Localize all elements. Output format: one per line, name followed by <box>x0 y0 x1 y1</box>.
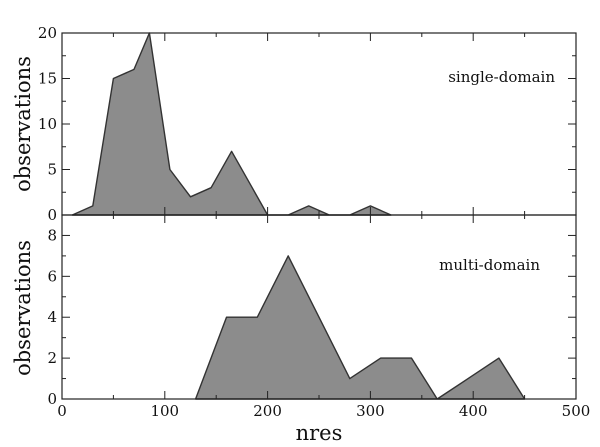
panel-label-single-domain: single-domain <box>448 68 555 86</box>
x-tick-label: 100 <box>150 402 179 420</box>
x-tick-label: 200 <box>253 402 282 420</box>
y-axis-ticks-bottom: 0 2 4 6 8 <box>47 214 576 408</box>
x-axis-tick-labels: 0 100 200 300 400 500 <box>57 402 590 420</box>
y-axis-ticks-top: 0 5 10 15 20 <box>38 24 576 224</box>
y-tick-label: 2 <box>47 349 57 367</box>
y-tick-label: 0 <box>47 390 57 408</box>
x-tick-label: 500 <box>562 402 591 420</box>
y-tick-label: 10 <box>38 115 57 133</box>
panel-multi-domain: 0 2 4 6 8 multi-domain observations <box>11 214 577 408</box>
y-tick-label: 8 <box>47 226 57 244</box>
x-tick-label: 0 <box>57 402 67 420</box>
y-tick-label: 15 <box>38 70 57 88</box>
panel-single-domain: 0 5 10 15 20 single-domain observations <box>11 24 577 224</box>
y-axis-title-bottom: observations <box>11 240 35 376</box>
x-tick-label: 400 <box>459 402 488 420</box>
y-tick-label: 4 <box>47 308 57 326</box>
y-tick-label: 6 <box>47 267 57 285</box>
y-axis-title-top: observations <box>11 56 35 192</box>
x-axis-ticks-top <box>61 33 577 215</box>
y-tick-label: 5 <box>47 161 57 179</box>
area-series-single-domain <box>71 32 392 216</box>
x-axis-ticks-bottom <box>61 215 577 399</box>
panel-label-multi-domain: multi-domain <box>439 256 540 274</box>
y-tick-label: 0 <box>47 206 57 224</box>
y-tick-label: 20 <box>38 24 57 42</box>
area-series-multi-domain <box>194 255 526 400</box>
x-axis-title: nres <box>296 421 343 445</box>
x-tick-label: 300 <box>356 402 385 420</box>
